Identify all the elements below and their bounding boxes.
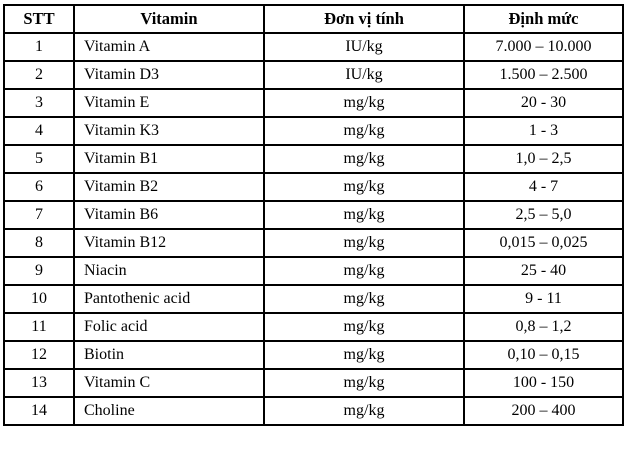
- table-row: 1 Vitamin A IU/kg 7.000 – 10.000: [3, 32, 624, 62]
- cell-vitamin: Vitamin B6: [73, 200, 265, 230]
- cell-stt: 9: [3, 256, 75, 286]
- cell-vitamin: Biotin: [73, 340, 265, 370]
- table-row: 6 Vitamin B2 mg/kg 4 - 7: [3, 172, 624, 202]
- cell-unit: mg/kg: [263, 340, 465, 370]
- cell-unit: IU/kg: [263, 60, 465, 90]
- cell-unit: mg/kg: [263, 144, 465, 174]
- cell-unit: mg/kg: [263, 200, 465, 230]
- cell-vitamin: Vitamin E: [73, 88, 265, 118]
- table-row: 4 Vitamin K3 mg/kg 1 - 3: [3, 116, 624, 146]
- cell-vitamin: Vitamin B12: [73, 228, 265, 258]
- cell-vitamin: Choline: [73, 396, 265, 426]
- cell-stt: 11: [3, 312, 75, 342]
- cell-unit: mg/kg: [263, 396, 465, 426]
- table-body: 1 Vitamin A IU/kg 7.000 – 10.000 2 Vitam…: [3, 32, 624, 426]
- cell-stt: 3: [3, 88, 75, 118]
- cell-range: 2,5 – 5,0: [463, 200, 624, 230]
- table-row: 14 Choline mg/kg 200 – 400: [3, 396, 624, 426]
- cell-stt: 12: [3, 340, 75, 370]
- cell-unit: mg/kg: [263, 172, 465, 202]
- cell-range: 0,015 – 0,025: [463, 228, 624, 258]
- header-vitamin: Vitamin: [73, 4, 265, 34]
- cell-stt: 1: [3, 32, 75, 62]
- cell-range: 0,8 – 1,2: [463, 312, 624, 342]
- header-unit: Đơn vị tính: [263, 4, 465, 34]
- table-row: 2 Vitamin D3 IU/kg 1.500 – 2.500: [3, 60, 624, 90]
- table-row: 11 Folic acid mg/kg 0,8 – 1,2: [3, 312, 624, 342]
- cell-range: 100 - 150: [463, 368, 624, 398]
- cell-vitamin: Vitamin K3: [73, 116, 265, 146]
- table-row: 5 Vitamin B1 mg/kg 1,0 – 2,5: [3, 144, 624, 174]
- cell-range: 4 - 7: [463, 172, 624, 202]
- vitamin-table: STT Vitamin Đơn vị tính Định mức 1 Vitam…: [3, 4, 624, 426]
- cell-stt: 6: [3, 172, 75, 202]
- table-row: 9 Niacin mg/kg 25 - 40: [3, 256, 624, 286]
- cell-unit: mg/kg: [263, 256, 465, 286]
- cell-unit: mg/kg: [263, 284, 465, 314]
- cell-stt: 7: [3, 200, 75, 230]
- cell-range: 7.000 – 10.000: [463, 32, 624, 62]
- cell-range: 20 - 30: [463, 88, 624, 118]
- table-row: 12 Biotin mg/kg 0,10 – 0,15: [3, 340, 624, 370]
- cell-vitamin: Niacin: [73, 256, 265, 286]
- cell-range: 1.500 – 2.500: [463, 60, 624, 90]
- cell-vitamin: Vitamin A: [73, 32, 265, 62]
- cell-stt: 8: [3, 228, 75, 258]
- table-row: 7 Vitamin B6 mg/kg 2,5 – 5,0: [3, 200, 624, 230]
- cell-range: 25 - 40: [463, 256, 624, 286]
- cell-stt: 13: [3, 368, 75, 398]
- cell-range: 1,0 – 2,5: [463, 144, 624, 174]
- cell-stt: 5: [3, 144, 75, 174]
- cell-range: 200 – 400: [463, 396, 624, 426]
- cell-range: 9 - 11: [463, 284, 624, 314]
- cell-vitamin: Vitamin B1: [73, 144, 265, 174]
- header-range: Định mức: [463, 4, 624, 34]
- cell-unit: IU/kg: [263, 32, 465, 62]
- cell-stt: 10: [3, 284, 75, 314]
- cell-range: 1 - 3: [463, 116, 624, 146]
- cell-vitamin: Vitamin C: [73, 368, 265, 398]
- table-row: 3 Vitamin E mg/kg 20 - 30: [3, 88, 624, 118]
- cell-vitamin: Pantothenic acid: [73, 284, 265, 314]
- cell-unit: mg/kg: [263, 88, 465, 118]
- cell-unit: mg/kg: [263, 116, 465, 146]
- cell-stt: 2: [3, 60, 75, 90]
- header-stt: STT: [3, 4, 75, 34]
- table-row: 8 Vitamin B12 mg/kg 0,015 – 0,025: [3, 228, 624, 258]
- cell-range: 0,10 – 0,15: [463, 340, 624, 370]
- cell-unit: mg/kg: [263, 312, 465, 342]
- cell-stt: 4: [3, 116, 75, 146]
- cell-vitamin: Vitamin D3: [73, 60, 265, 90]
- cell-vitamin: Vitamin B2: [73, 172, 265, 202]
- cell-vitamin: Folic acid: [73, 312, 265, 342]
- cell-unit: mg/kg: [263, 368, 465, 398]
- cell-unit: mg/kg: [263, 228, 465, 258]
- table-header-row: STT Vitamin Đơn vị tính Định mức: [3, 4, 624, 34]
- table-row: 13 Vitamin C mg/kg 100 - 150: [3, 368, 624, 398]
- table-row: 10 Pantothenic acid mg/kg 9 - 11: [3, 284, 624, 314]
- cell-stt: 14: [3, 396, 75, 426]
